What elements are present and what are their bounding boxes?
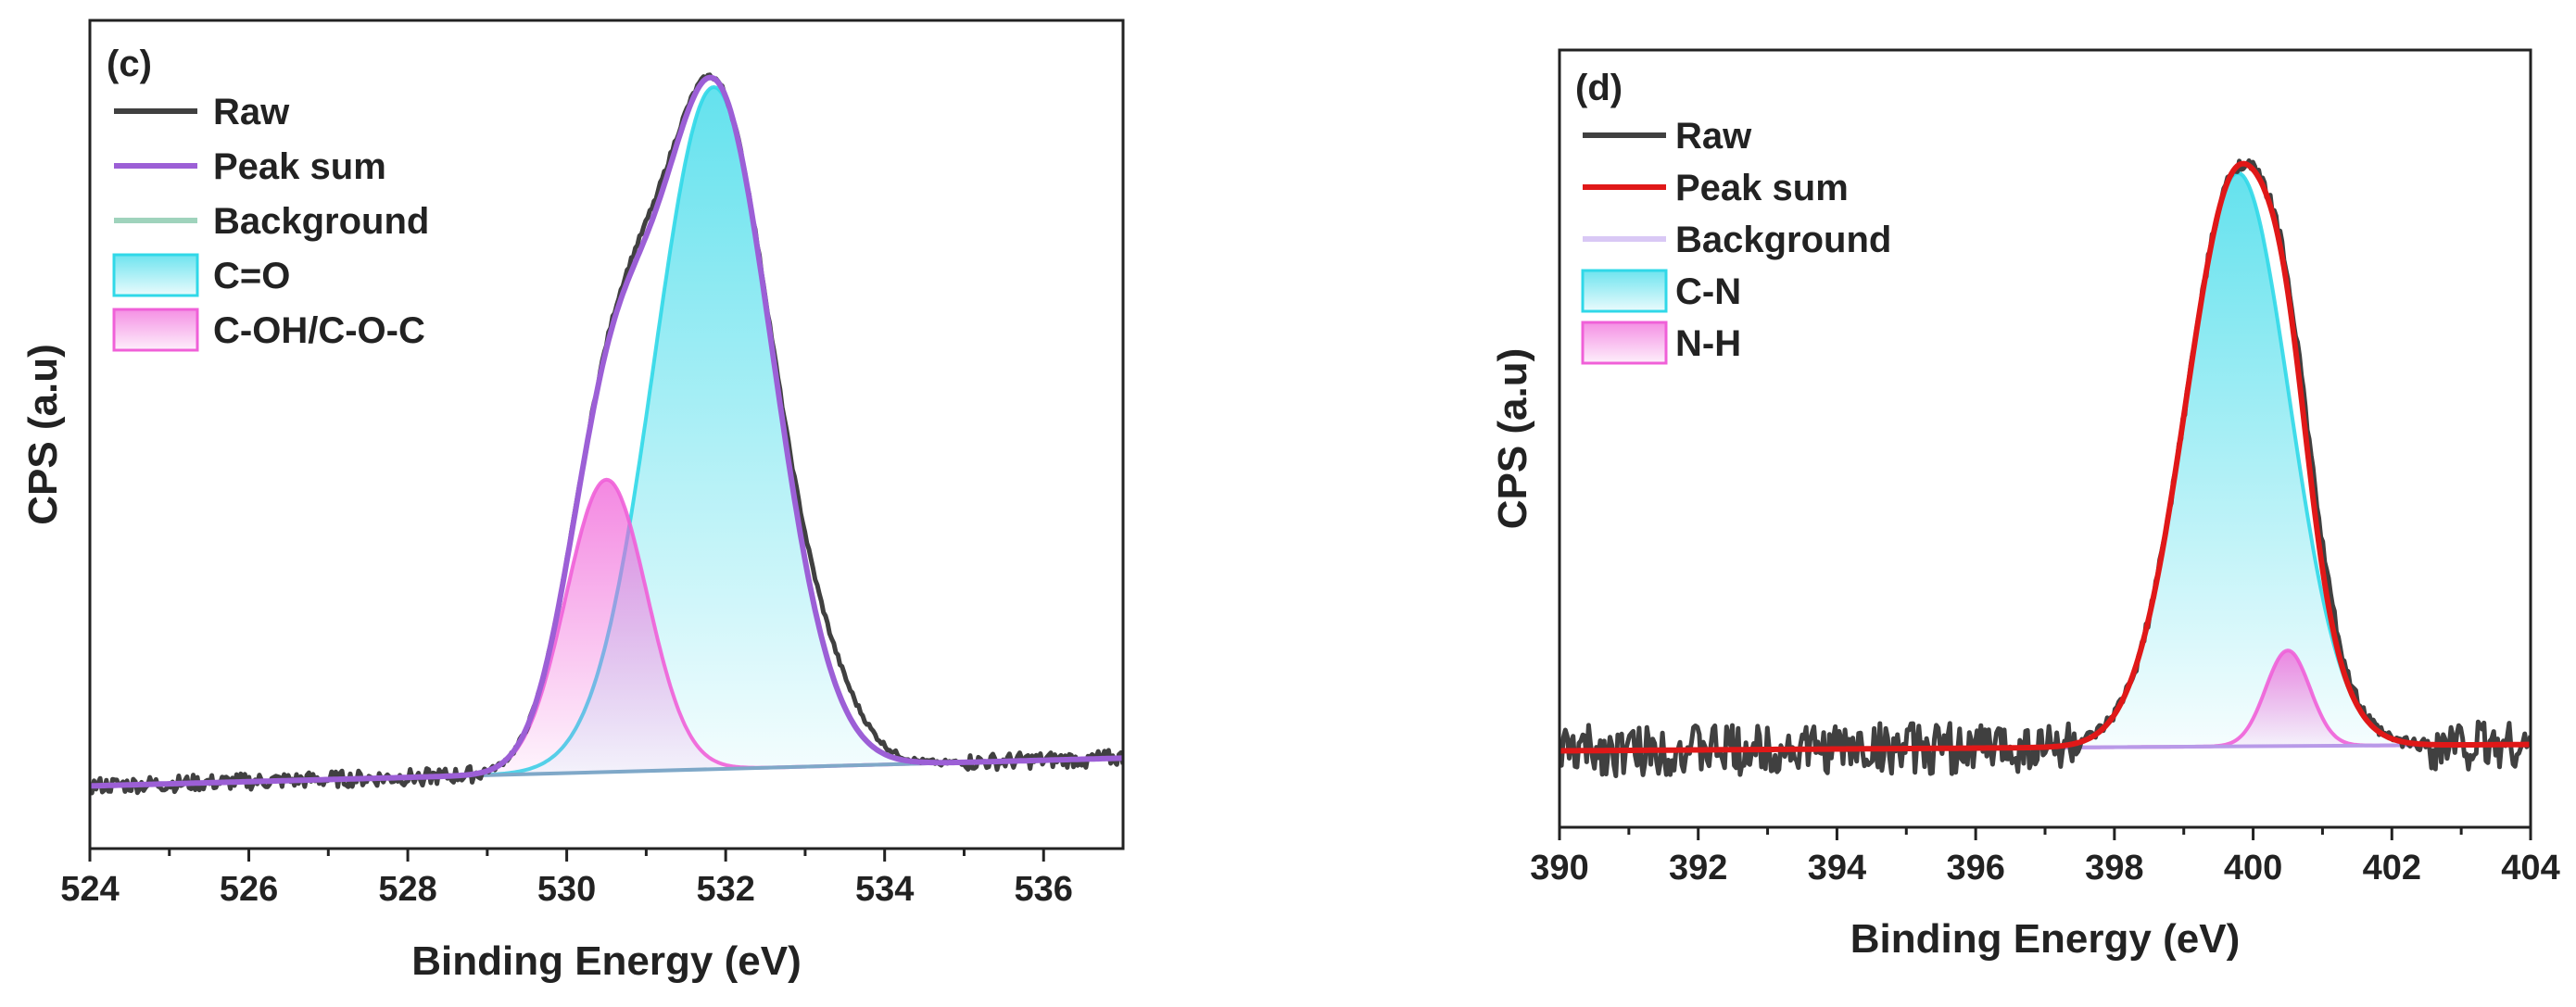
panel-d-y-axis-title: CPS (a.u)	[1490, 348, 1535, 530]
legend-item-peak-sum: Peak sum	[1583, 168, 1849, 208]
panel-c-chart: 524 526 528 530 532 534 536 (c) Binding Energy…	[20, 19, 1125, 984]
component-fill-c-oh-c-o-c	[90, 479, 1123, 787]
panel-d-x-axis-title: Binding Energy (eV)	[1850, 916, 2240, 962]
legend-item-background: Background	[1583, 220, 1891, 260]
peak-sum-line	[1559, 160, 2531, 754]
panel-d-x-ticks: 390 392 394 396 398 400 402 404	[1530, 827, 2560, 887]
panel-d-legend: Raw Peak sum Background C-N N-H	[1581, 116, 1891, 365]
legend-item-c-oh-c-o-c: C-OH/C-O-C	[112, 308, 425, 352]
x-tick-label: 402	[2363, 849, 2421, 887]
panel-c-plot-area	[90, 72, 1123, 796]
legend-label: Raw	[1675, 116, 1752, 157]
legend-label: Raw	[213, 92, 290, 132]
x-tick-label: 400	[2224, 849, 2282, 887]
component-fill-c-n	[1559, 172, 2531, 751]
x-tick-label: 536	[1015, 870, 1073, 909]
panel-d-plot-area	[1559, 157, 2531, 778]
panel-d-label: (d)	[1575, 68, 1623, 108]
peak-sum-line	[90, 74, 1123, 789]
x-tick-label: 528	[378, 870, 436, 909]
legend-label: Peak sum	[213, 146, 386, 187]
panel-c-y-axis-title: CPS (a.u)	[20, 344, 66, 525]
raw-data-line	[1559, 157, 2531, 778]
legend-label: C-OH/C-O-C	[213, 310, 425, 351]
x-tick-label: 394	[1808, 849, 1866, 887]
legend-swatch-fill	[112, 308, 199, 352]
legend-label: Peak sum	[1675, 168, 1849, 208]
legend-item-n-h: N-H	[1581, 321, 1741, 365]
legend-swatch-fill	[1581, 269, 1668, 313]
legend-item-c-n: C-N	[1581, 269, 1741, 313]
legend-item-peak-sum: Peak sum	[114, 146, 386, 187]
panel-c-frame	[88, 19, 1125, 850]
panel-c-x-ticks: 524 526 528 530 532 534 536	[60, 849, 1073, 909]
legend-item-c-o: C=O	[112, 253, 290, 297]
legend-label: C-N	[1675, 271, 1741, 312]
legend-label: Background	[1675, 220, 1891, 260]
legend-item-raw: Raw	[1583, 116, 1752, 157]
legend-item-raw: Raw	[114, 92, 290, 132]
panel-c-legend: Raw Peak sum Background C=O C-OH/C-O-C	[112, 92, 429, 352]
legend-label: Background	[213, 201, 429, 242]
x-tick-label: 390	[1530, 849, 1588, 887]
legend-item-background: Background	[114, 201, 429, 242]
panel-c-label: (c)	[107, 44, 152, 84]
panel-d-chart: 390 392 394 396 398 400 402 404 (d) Binding Ene…	[1490, 48, 2560, 962]
x-tick-label: 530	[537, 870, 596, 909]
x-tick-label: 396	[1946, 849, 2004, 887]
legend-swatch-fill	[112, 253, 199, 297]
x-tick-label: 524	[60, 870, 119, 909]
legend-label: C=O	[213, 256, 290, 296]
x-tick-label: 534	[855, 870, 914, 909]
x-tick-label: 398	[2085, 849, 2143, 887]
legend-swatch-fill	[1581, 321, 1668, 365]
panel-c-x-axis-title: Binding Energy (eV)	[411, 938, 801, 984]
panel-d-frame	[1558, 48, 2532, 829]
legend-label: N-H	[1675, 323, 1741, 364]
x-tick-label: 392	[1669, 849, 1727, 887]
x-tick-label: 532	[696, 870, 754, 909]
component-fill-n-h	[1559, 650, 2531, 751]
x-tick-label: 404	[2501, 849, 2559, 887]
x-tick-label: 526	[220, 870, 278, 909]
